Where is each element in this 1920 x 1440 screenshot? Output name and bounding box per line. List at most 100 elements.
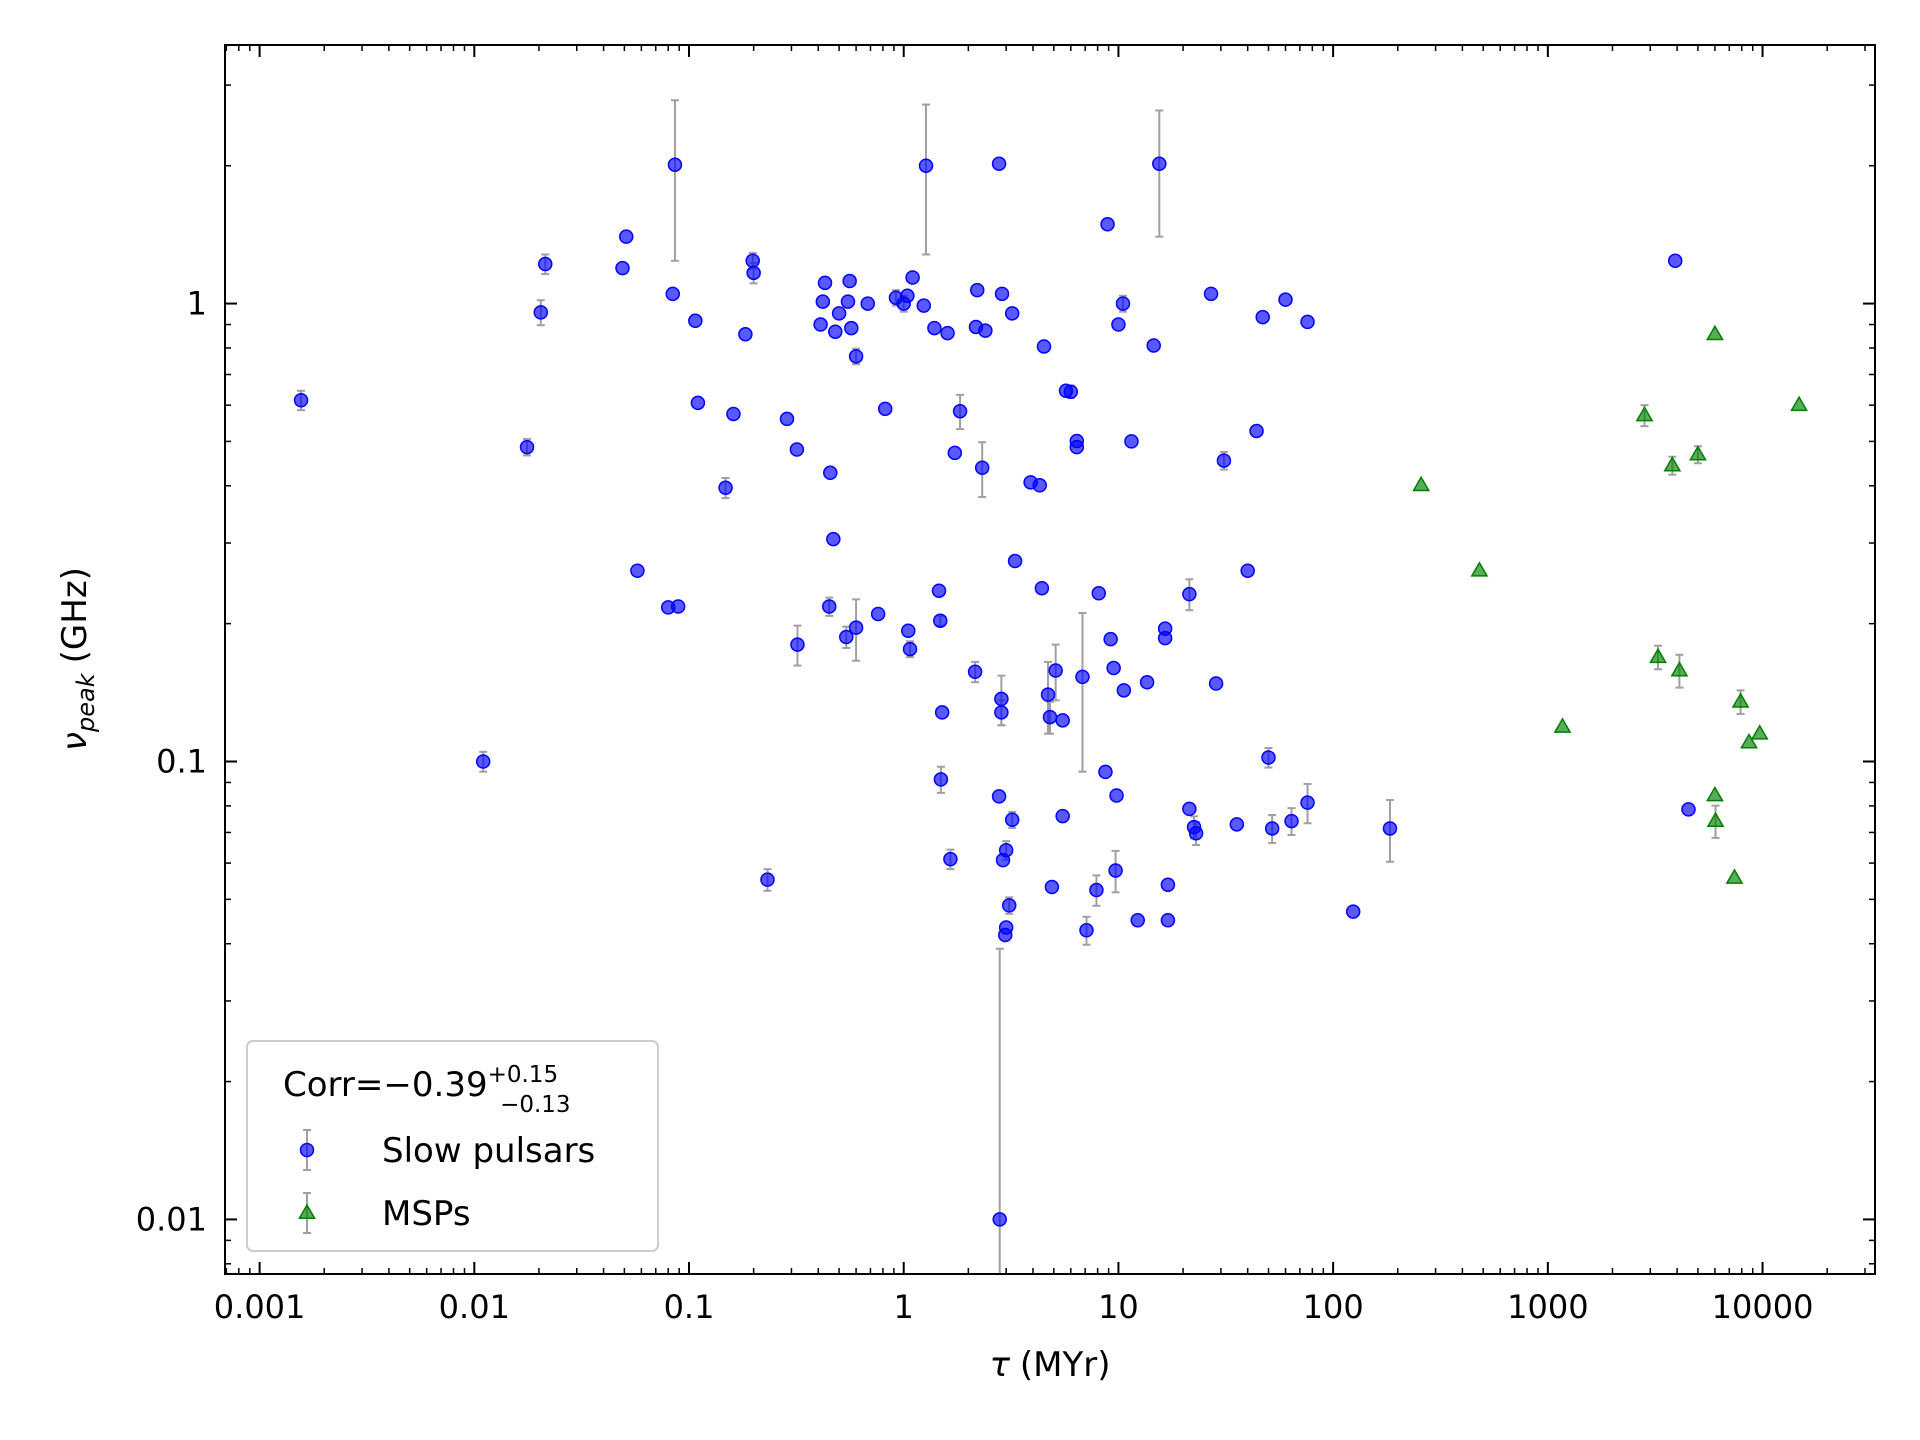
msp-point bbox=[1670, 661, 1689, 677]
pulsar-point bbox=[967, 664, 983, 680]
plot-frame bbox=[224, 44, 1876, 1275]
x-tick-label: 1 bbox=[894, 1288, 914, 1326]
msp-point bbox=[1635, 405, 1654, 422]
pulsar-point bbox=[952, 403, 968, 419]
pulsar-point bbox=[745, 253, 760, 269]
pulsar-point bbox=[901, 623, 916, 638]
pulsar-point bbox=[842, 273, 857, 289]
msp-point bbox=[1706, 811, 1725, 828]
pulsar-point bbox=[969, 282, 985, 298]
pulsar-point bbox=[779, 411, 795, 427]
pulsar-point bbox=[1681, 802, 1696, 817]
pulsar-point bbox=[1034, 580, 1050, 596]
pulsar-point bbox=[933, 772, 949, 787]
pulsar-point bbox=[746, 265, 761, 281]
x-tick-label: 0.01 bbox=[439, 1288, 510, 1326]
pulsar-point bbox=[860, 296, 876, 311]
pulsar-point bbox=[475, 754, 491, 769]
msp-point bbox=[1706, 785, 1724, 802]
pulsar-point bbox=[790, 637, 805, 652]
pulsar-point bbox=[1001, 898, 1017, 913]
pulsar-point bbox=[815, 294, 831, 309]
legend-title: Corr=−0.39+0.15 −0.13 bbox=[283, 1062, 571, 1118]
msp-point bbox=[1412, 475, 1431, 492]
pulsar-point bbox=[839, 629, 854, 645]
pulsar-point bbox=[1032, 478, 1047, 493]
pulsar-point bbox=[870, 606, 886, 622]
pulsar-point bbox=[1249, 423, 1264, 439]
pulsar-point bbox=[813, 317, 828, 332]
pulsar-point bbox=[1098, 764, 1113, 780]
pulsar-point bbox=[1069, 439, 1085, 455]
pulsar-point bbox=[1063, 384, 1079, 399]
legend: Corr=−0.39+0.15 −0.13 Slow pulsars MSPs bbox=[246, 1040, 659, 1252]
x-tick-label: 1000 bbox=[1507, 1288, 1588, 1326]
pulsar-point bbox=[537, 256, 553, 272]
x-tick-label: 0.001 bbox=[214, 1288, 306, 1326]
axes: 0.001 0.01 0.1 1 10 100 1000 10000 0.01 0.1 1 bbox=[136, 45, 1875, 1326]
pulsar-point bbox=[533, 305, 549, 320]
pulsar-point bbox=[1108, 863, 1123, 878]
x-axis-label: τ (MYr) bbox=[989, 1345, 1110, 1385]
legend-frame bbox=[246, 1040, 659, 1252]
pulsar-point bbox=[822, 599, 837, 614]
pulsar-point bbox=[1055, 808, 1070, 824]
pulsar-point bbox=[1278, 292, 1293, 307]
pulsar-point bbox=[947, 445, 963, 461]
pulsar-point bbox=[994, 705, 1009, 720]
pulsar-point bbox=[828, 324, 843, 339]
legend-marker bbox=[298, 1203, 316, 1219]
msp-point bbox=[1706, 324, 1724, 341]
pulsar-point bbox=[1042, 709, 1058, 725]
pulsar-point bbox=[1300, 314, 1315, 330]
pulsar-point bbox=[1667, 253, 1683, 269]
pulsar-point bbox=[918, 158, 934, 173]
pulsar-point bbox=[1229, 817, 1245, 832]
pulsar-point bbox=[760, 872, 775, 887]
msp-point bbox=[1663, 455, 1682, 472]
pulsar-point bbox=[690, 395, 706, 411]
pulsar-point bbox=[738, 327, 753, 342]
pulsar-point bbox=[831, 306, 847, 321]
pulsar-point bbox=[1261, 750, 1276, 765]
x-tick-label: 10 bbox=[1098, 1288, 1139, 1326]
msp-point bbox=[1740, 733, 1758, 749]
pulsar-point bbox=[1106, 660, 1121, 676]
pulsar-point bbox=[1160, 877, 1176, 893]
pulsar-point bbox=[1075, 669, 1090, 685]
pulsar-point bbox=[1345, 904, 1361, 919]
pulsar-point bbox=[994, 691, 1009, 707]
pulsar-point bbox=[618, 229, 634, 244]
pulsar-point bbox=[826, 531, 841, 547]
pulsar-point bbox=[1044, 879, 1060, 895]
pulsar-point bbox=[905, 270, 920, 285]
msp-point bbox=[1470, 561, 1489, 577]
pulsar-point bbox=[1208, 676, 1224, 691]
y-tick-label: 0.01 bbox=[136, 1200, 207, 1238]
pulsar-point bbox=[1284, 813, 1299, 829]
pulsar-point bbox=[1048, 663, 1063, 678]
pulsar-point bbox=[1160, 913, 1176, 928]
msp-point bbox=[1689, 445, 1707, 461]
pulsar-point bbox=[1124, 434, 1139, 449]
pulsar-point bbox=[293, 393, 309, 408]
pulsar-point bbox=[943, 851, 958, 867]
pulsar-point bbox=[1182, 586, 1197, 602]
pulsar-point bbox=[1130, 913, 1145, 928]
pulsar-point bbox=[998, 843, 1014, 858]
pulsar-point bbox=[877, 401, 893, 417]
pulsar-point bbox=[1240, 563, 1255, 578]
pulsar-point bbox=[848, 349, 864, 364]
pulsar-point bbox=[978, 323, 993, 338]
pulsar-point bbox=[1203, 286, 1219, 302]
pulsar-point bbox=[940, 325, 955, 341]
pulsar-point bbox=[848, 620, 864, 635]
pulsar-point bbox=[718, 480, 733, 496]
pulsar-point bbox=[992, 1212, 1007, 1227]
pulsar-point bbox=[726, 406, 741, 422]
msp-point bbox=[1553, 717, 1572, 733]
pulsar-point bbox=[998, 920, 1014, 935]
plot-area bbox=[293, 99, 1809, 1274]
pulsar-point bbox=[934, 705, 950, 720]
pulsar-point bbox=[1382, 821, 1398, 836]
